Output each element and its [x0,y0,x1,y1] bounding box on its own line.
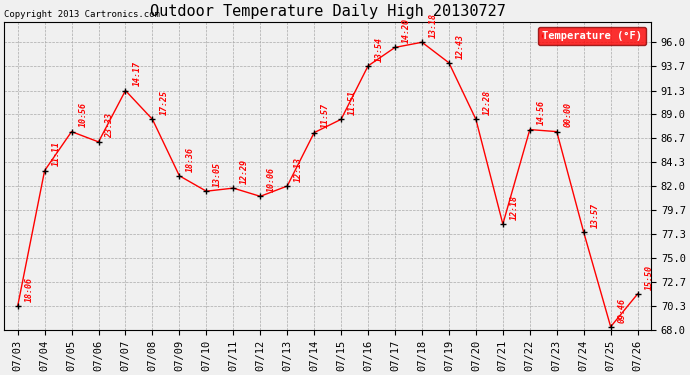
Text: 17:25: 17:25 [159,90,168,115]
Legend: Temperature (°F): Temperature (°F) [538,27,646,45]
Text: 00:00: 00:00 [564,102,573,128]
Text: 13:57: 13:57 [591,203,600,228]
Text: 10:06: 10:06 [267,167,276,192]
Text: 13:18: 13:18 [429,13,438,38]
Text: 09:46: 09:46 [618,298,627,322]
Text: Copyright 2013 Cartronics.com: Copyright 2013 Cartronics.com [4,10,160,19]
Text: 12:18: 12:18 [510,195,519,220]
Text: 14:17: 14:17 [132,62,141,86]
Text: 10:56: 10:56 [79,102,88,128]
Text: 13:54: 13:54 [375,37,384,62]
Text: 23:33: 23:33 [106,113,115,138]
Text: 11:51: 11:51 [348,90,357,115]
Text: 11:11: 11:11 [52,141,61,166]
Text: 14:20: 14:20 [402,18,411,43]
Title: Outdoor Temperature Daily High 20130727: Outdoor Temperature Daily High 20130727 [150,4,506,19]
Text: 12:29: 12:29 [240,159,249,184]
Text: 18:06: 18:06 [25,277,34,302]
Text: 18:36: 18:36 [186,147,195,172]
Text: 12:13: 12:13 [294,157,303,182]
Text: 12:28: 12:28 [483,90,492,115]
Text: 15:50: 15:50 [644,265,653,290]
Text: 13:05: 13:05 [213,162,222,187]
Text: 11:57: 11:57 [321,104,330,129]
Text: 14:56: 14:56 [537,100,546,125]
Text: 12:43: 12:43 [456,34,465,58]
